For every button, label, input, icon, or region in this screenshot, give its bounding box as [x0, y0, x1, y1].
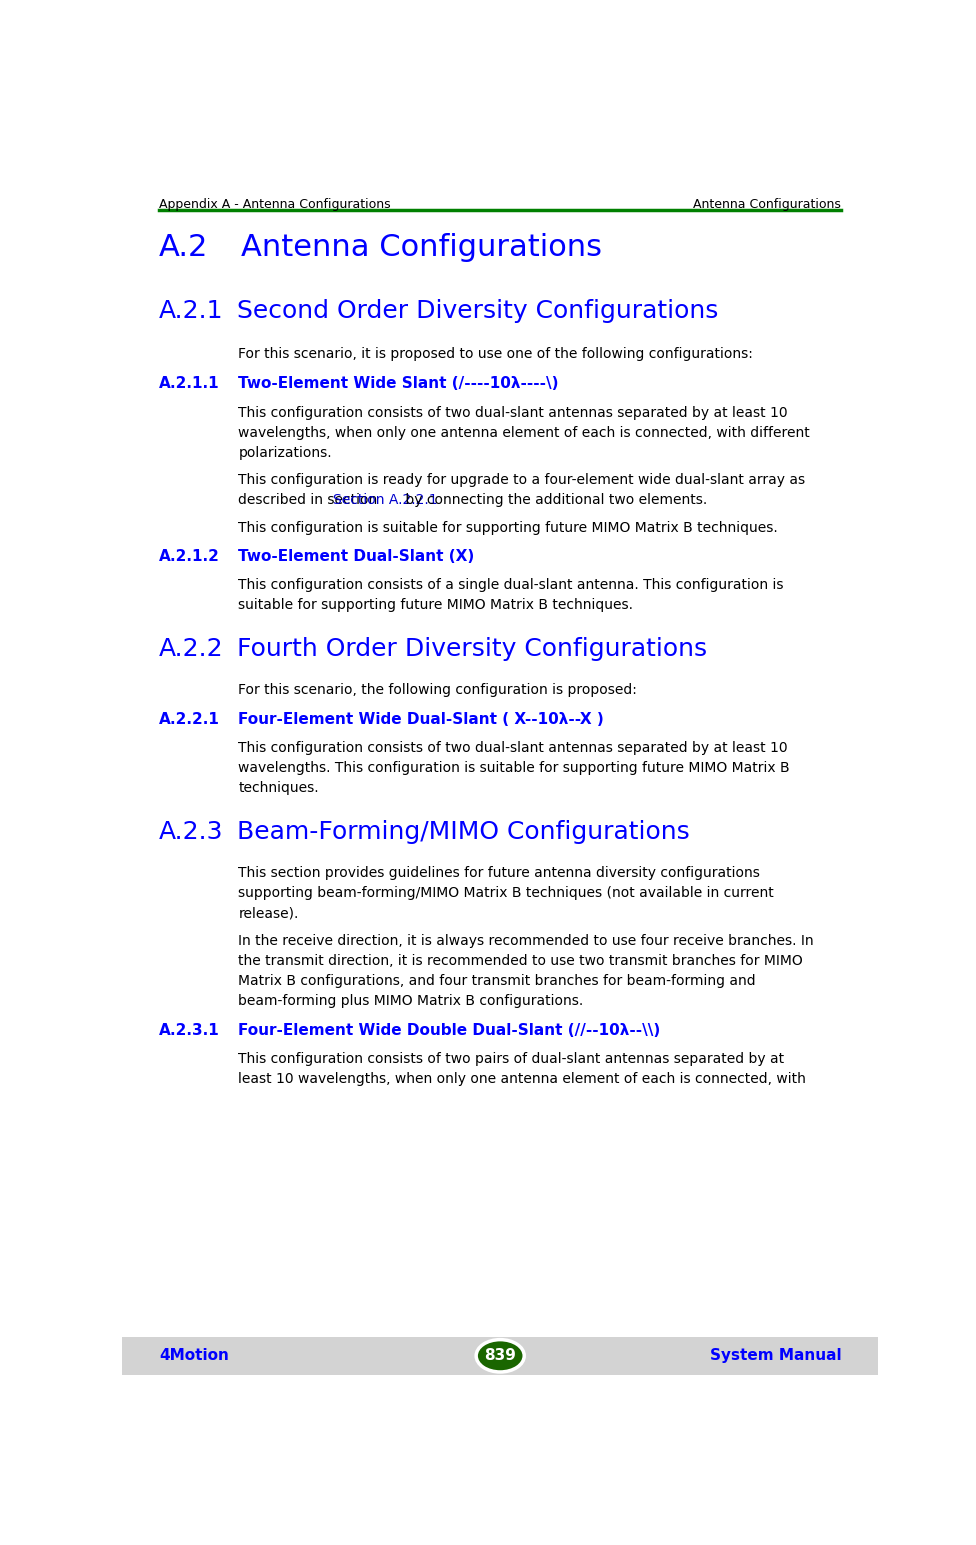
- Text: suitable for supporting future MIMO Matrix B techniques.: suitable for supporting future MIMO Matr…: [238, 598, 633, 612]
- Text: described in section: described in section: [238, 493, 382, 507]
- Text: Beam-Forming/MIMO Configurations: Beam-Forming/MIMO Configurations: [237, 820, 689, 844]
- Text: Fourth Order Diversity Configurations: Fourth Order Diversity Configurations: [237, 637, 707, 661]
- Bar: [122, 1336, 878, 1375]
- Text: Four-Element Wide Dual-Slant ( X--10λ--X ): Four-Element Wide Dual-Slant ( X--10λ--X…: [238, 712, 604, 728]
- Text: A.2.3.1: A.2.3.1: [159, 1023, 220, 1038]
- Text: This configuration is ready for upgrade to a four-element wide dual-slant array : This configuration is ready for upgrade …: [238, 473, 805, 487]
- Text: the transmit direction, it is recommended to use two transmit branches for MIMO: the transmit direction, it is recommende…: [238, 953, 803, 967]
- Text: Appendix A - Antenna Configurations: Appendix A - Antenna Configurations: [159, 198, 390, 210]
- Text: least 10 wavelengths, when only one antenna element of each is connected, with: least 10 wavelengths, when only one ante…: [238, 1072, 806, 1086]
- Text: polarizations.: polarizations.: [238, 445, 332, 460]
- Text: Second Order Diversity Configurations: Second Order Diversity Configurations: [237, 300, 718, 323]
- Text: A.2.2.1: A.2.2.1: [159, 712, 220, 728]
- Text: 839: 839: [484, 1349, 516, 1363]
- Text: A.2.1.2: A.2.1.2: [159, 548, 220, 564]
- Text: Antenna Configurations: Antenna Configurations: [240, 233, 601, 263]
- Text: supporting beam-forming/MIMO Matrix B techniques (not available in current: supporting beam-forming/MIMO Matrix B te…: [238, 887, 774, 901]
- Text: release).: release).: [238, 905, 299, 921]
- Text: This configuration is suitable for supporting future MIMO Matrix B techniques.: This configuration is suitable for suppo…: [238, 521, 778, 535]
- Text: A.2.3: A.2.3: [159, 820, 224, 844]
- Text: System Manual: System Manual: [710, 1349, 841, 1363]
- Text: Matrix B configurations, and four transmit branches for beam-forming and: Matrix B configurations, and four transm…: [238, 973, 755, 987]
- Text: wavelengths. This configuration is suitable for supporting future MIMO Matrix B: wavelengths. This configuration is suita…: [238, 762, 790, 776]
- Text: wavelengths, when only one antenna element of each is connected, with different: wavelengths, when only one antenna eleme…: [238, 425, 810, 440]
- Text: Two-Element Wide Slant (/----10λ----\): Two-Element Wide Slant (/----10λ----\): [238, 377, 558, 391]
- Text: beam-forming plus MIMO Matrix B configurations.: beam-forming plus MIMO Matrix B configur…: [238, 993, 584, 1007]
- Text: For this scenario, it is proposed to use one of the following configurations:: For this scenario, it is proposed to use…: [238, 348, 753, 362]
- Text: Antenna Configurations: Antenna Configurations: [693, 198, 841, 210]
- Text: This section provides guidelines for future antenna diversity configurations: This section provides guidelines for fut…: [238, 867, 760, 881]
- Text: Four-Element Wide Double Dual-Slant (//--10λ--\\): Four-Element Wide Double Dual-Slant (//-…: [238, 1023, 661, 1038]
- Text: This configuration consists of two dual-slant antennas separated by at least 10: This configuration consists of two dual-…: [238, 742, 788, 756]
- Text: In the receive direction, it is always recommended to use four receive branches.: In the receive direction, it is always r…: [238, 933, 814, 947]
- Text: A.2.1: A.2.1: [159, 300, 224, 323]
- Text: This configuration consists of two pairs of dual-slant antennas separated by at: This configuration consists of two pairs…: [238, 1052, 785, 1066]
- Text: A.2.1.1: A.2.1.1: [159, 377, 220, 391]
- Text: For this scenario, the following configuration is proposed:: For this scenario, the following configu…: [238, 683, 637, 697]
- Text: This configuration consists of two dual-slant antennas separated by at least 10: This configuration consists of two dual-…: [238, 406, 788, 420]
- Text: by connecting the additional two elements.: by connecting the additional two element…: [401, 493, 708, 507]
- Ellipse shape: [476, 1340, 524, 1372]
- Text: A.2: A.2: [159, 233, 209, 263]
- Text: 4Motion: 4Motion: [159, 1349, 229, 1363]
- Text: Two-Element Dual-Slant (X): Two-Element Dual-Slant (X): [238, 548, 474, 564]
- Text: Section A.2.2.1: Section A.2.2.1: [333, 493, 438, 507]
- Text: A.2.2: A.2.2: [159, 637, 224, 661]
- Text: This configuration consists of a single dual-slant antenna. This configuration i: This configuration consists of a single …: [238, 578, 784, 592]
- Text: techniques.: techniques.: [238, 782, 319, 796]
